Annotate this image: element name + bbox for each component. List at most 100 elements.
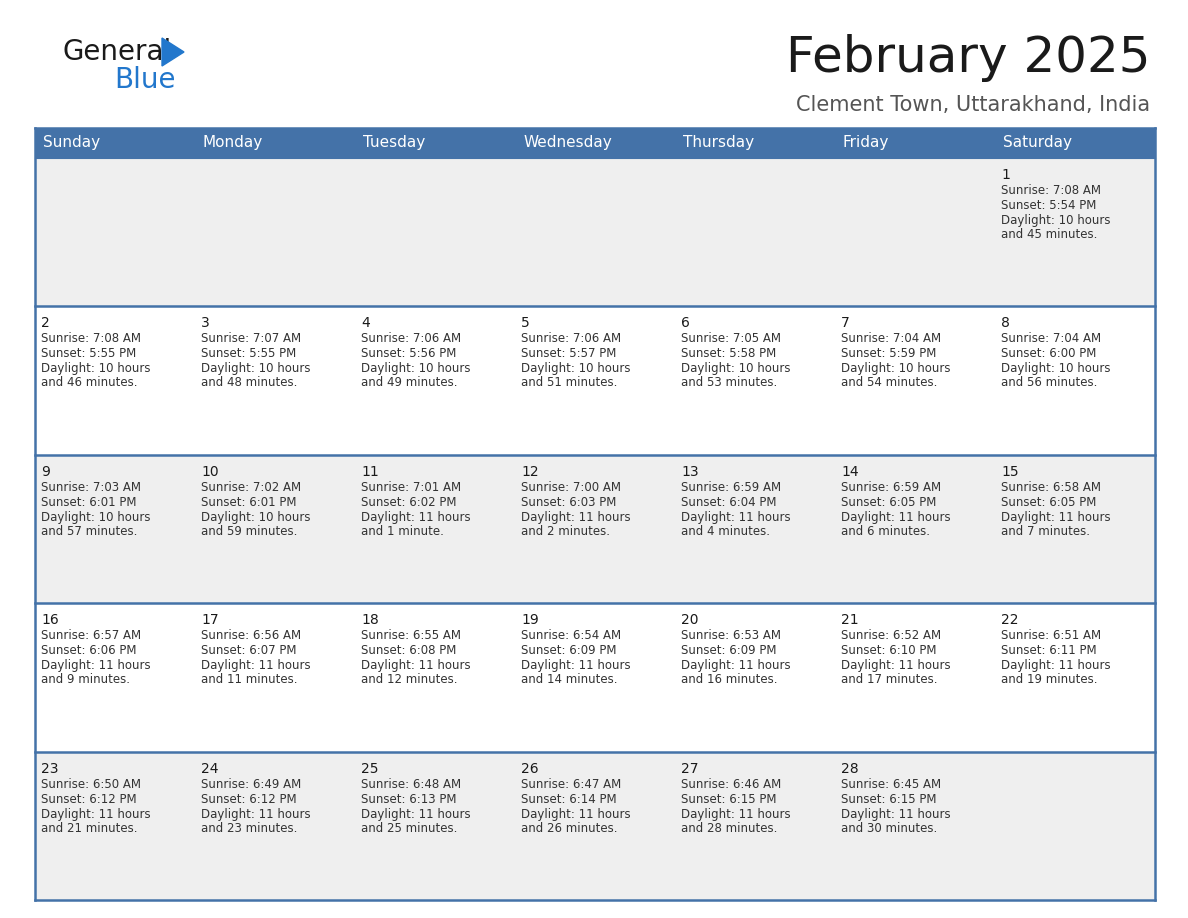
Text: Sunrise: 6:45 AM: Sunrise: 6:45 AM [841, 778, 941, 790]
Text: Sunset: 6:09 PM: Sunset: 6:09 PM [522, 644, 617, 657]
Text: Saturday: Saturday [1003, 136, 1072, 151]
Text: Sunrise: 6:53 AM: Sunrise: 6:53 AM [681, 629, 781, 643]
Text: Sunset: 6:09 PM: Sunset: 6:09 PM [681, 644, 777, 657]
Bar [675, 158, 835, 307]
Bar [516, 603, 675, 752]
Text: 9: 9 [42, 465, 50, 479]
Text: Tuesday: Tuesday [364, 136, 425, 151]
Text: 10: 10 [201, 465, 219, 479]
Text: and 17 minutes.: and 17 minutes. [841, 673, 937, 686]
Text: Daylight: 11 hours: Daylight: 11 hours [201, 808, 310, 821]
Text: Sunset: 6:06 PM: Sunset: 6:06 PM [42, 644, 137, 657]
Text: and 14 minutes.: and 14 minutes. [522, 673, 618, 686]
Text: 20: 20 [681, 613, 699, 627]
Bar [996, 128, 1155, 158]
Bar [675, 752, 835, 900]
Text: Sunrise: 6:59 AM: Sunrise: 6:59 AM [841, 481, 941, 494]
Text: Daylight: 11 hours: Daylight: 11 hours [1001, 659, 1111, 672]
Text: Friday: Friday [843, 136, 890, 151]
Bar [34, 752, 195, 900]
Text: 22: 22 [1001, 613, 1018, 627]
Text: Sunrise: 6:50 AM: Sunrise: 6:50 AM [42, 778, 141, 790]
Bar [835, 752, 996, 900]
Text: Sunrise: 6:49 AM: Sunrise: 6:49 AM [201, 778, 302, 790]
Text: February 2025: February 2025 [785, 34, 1150, 82]
Text: Sunset: 6:13 PM: Sunset: 6:13 PM [361, 792, 456, 806]
Text: and 16 minutes.: and 16 minutes. [681, 673, 777, 686]
Text: Sunset: 6:08 PM: Sunset: 6:08 PM [361, 644, 456, 657]
Text: Daylight: 11 hours: Daylight: 11 hours [522, 510, 631, 524]
Text: and 56 minutes.: and 56 minutes. [1001, 376, 1098, 389]
Text: Sunset: 5:58 PM: Sunset: 5:58 PM [681, 347, 776, 361]
Bar [516, 128, 675, 158]
Bar [195, 603, 355, 752]
Text: Sunset: 6:03 PM: Sunset: 6:03 PM [522, 496, 617, 509]
Bar [355, 603, 516, 752]
Text: Daylight: 10 hours: Daylight: 10 hours [841, 363, 950, 375]
Bar [835, 128, 996, 158]
Bar [195, 454, 355, 603]
Text: and 2 minutes.: and 2 minutes. [522, 525, 609, 538]
Text: Daylight: 11 hours: Daylight: 11 hours [841, 808, 950, 821]
Text: Sunrise: 6:51 AM: Sunrise: 6:51 AM [1001, 629, 1101, 643]
Text: Daylight: 10 hours: Daylight: 10 hours [42, 363, 151, 375]
Text: Sunday: Sunday [43, 136, 100, 151]
Text: Sunrise: 6:58 AM: Sunrise: 6:58 AM [1001, 481, 1101, 494]
Text: and 26 minutes.: and 26 minutes. [522, 822, 618, 834]
Bar [996, 307, 1155, 454]
Text: Sunrise: 6:52 AM: Sunrise: 6:52 AM [841, 629, 941, 643]
Text: Sunset: 6:07 PM: Sunset: 6:07 PM [201, 644, 297, 657]
Bar [516, 158, 675, 307]
Text: 7: 7 [841, 317, 849, 330]
Text: 6: 6 [681, 317, 690, 330]
Text: and 45 minutes.: and 45 minutes. [1001, 228, 1098, 241]
Bar [675, 128, 835, 158]
Bar [34, 128, 195, 158]
Bar [996, 158, 1155, 307]
Text: 25: 25 [361, 762, 379, 776]
Bar [355, 454, 516, 603]
Text: and 30 minutes.: and 30 minutes. [841, 822, 937, 834]
Text: 8: 8 [1001, 317, 1010, 330]
Text: Sunrise: 7:04 AM: Sunrise: 7:04 AM [841, 332, 941, 345]
Text: Sunset: 6:01 PM: Sunset: 6:01 PM [42, 496, 137, 509]
Text: and 11 minutes.: and 11 minutes. [201, 673, 297, 686]
Text: Sunset: 5:55 PM: Sunset: 5:55 PM [201, 347, 296, 361]
Bar [34, 307, 195, 454]
Text: Daylight: 11 hours: Daylight: 11 hours [361, 808, 470, 821]
Bar [195, 307, 355, 454]
Text: 13: 13 [681, 465, 699, 479]
Text: Daylight: 11 hours: Daylight: 11 hours [361, 510, 470, 524]
Bar [34, 603, 195, 752]
Text: Sunset: 6:01 PM: Sunset: 6:01 PM [201, 496, 297, 509]
Text: Daylight: 11 hours: Daylight: 11 hours [42, 659, 151, 672]
Text: Sunrise: 7:00 AM: Sunrise: 7:00 AM [522, 481, 621, 494]
Bar [996, 454, 1155, 603]
Bar [516, 307, 675, 454]
Text: Sunrise: 6:59 AM: Sunrise: 6:59 AM [681, 481, 782, 494]
Text: Daylight: 11 hours: Daylight: 11 hours [42, 808, 151, 821]
Text: and 53 minutes.: and 53 minutes. [681, 376, 777, 389]
Text: and 51 minutes.: and 51 minutes. [522, 376, 618, 389]
Bar [355, 307, 516, 454]
Bar [195, 752, 355, 900]
Text: Sunset: 6:00 PM: Sunset: 6:00 PM [1001, 347, 1097, 361]
Text: 11: 11 [361, 465, 379, 479]
Bar [835, 307, 996, 454]
Text: Sunset: 6:10 PM: Sunset: 6:10 PM [841, 644, 936, 657]
Text: Sunset: 5:59 PM: Sunset: 5:59 PM [841, 347, 936, 361]
Bar [355, 158, 516, 307]
Text: and 57 minutes.: and 57 minutes. [42, 525, 138, 538]
Text: Daylight: 10 hours: Daylight: 10 hours [201, 510, 310, 524]
Text: General: General [62, 38, 171, 66]
Text: Sunrise: 7:08 AM: Sunrise: 7:08 AM [42, 332, 141, 345]
Text: Daylight: 11 hours: Daylight: 11 hours [1001, 510, 1111, 524]
Text: Sunrise: 6:54 AM: Sunrise: 6:54 AM [522, 629, 621, 643]
Text: and 48 minutes.: and 48 minutes. [201, 376, 297, 389]
Text: Daylight: 11 hours: Daylight: 11 hours [681, 510, 791, 524]
Text: Daylight: 10 hours: Daylight: 10 hours [522, 363, 631, 375]
Text: Sunset: 5:55 PM: Sunset: 5:55 PM [42, 347, 137, 361]
Text: and 25 minutes.: and 25 minutes. [361, 822, 457, 834]
Text: Blue: Blue [114, 66, 176, 94]
Bar [516, 454, 675, 603]
